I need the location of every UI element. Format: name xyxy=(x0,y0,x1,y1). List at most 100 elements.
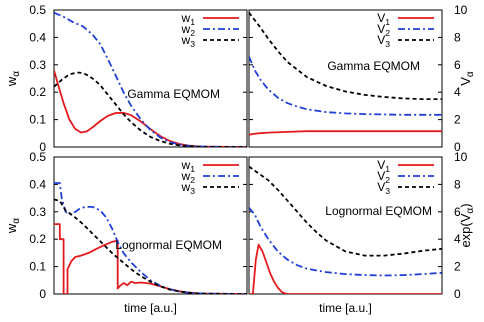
legend-label-w3: w3 xyxy=(181,180,196,196)
plot-frame xyxy=(53,9,248,148)
panel-annotation: Lognormal EQMOM xyxy=(115,238,222,252)
y-axis-label-base: exp(V xyxy=(458,213,473,247)
legend-label-V2-subscript: 2 xyxy=(385,28,390,38)
y-tick-label: 0.5 xyxy=(29,3,46,17)
legend-label-V3: V3 xyxy=(377,180,390,196)
legend-label-V2-base: V xyxy=(377,169,385,183)
series-lines xyxy=(54,11,247,147)
legend-label-V3-base: V xyxy=(377,33,385,47)
y-axis-label: wα xyxy=(4,71,22,87)
y-axis-label-subscript: α xyxy=(11,71,22,77)
legend-label-w1: w1 xyxy=(181,11,196,27)
legend-label-V1: V1 xyxy=(377,158,390,174)
y-axis-label-tail: ) xyxy=(458,203,473,207)
y-tick-label: 10 xyxy=(454,3,468,17)
series-line-w1 xyxy=(54,70,247,147)
legend-label-w2-subscript: 2 xyxy=(190,175,195,185)
legend-label-w1-subscript: 1 xyxy=(190,164,195,174)
legend-label-V3-base: V xyxy=(377,180,385,194)
legend-label-w2: w2 xyxy=(181,22,196,38)
plot-frame xyxy=(248,9,443,148)
y-tick-label: 4 xyxy=(454,232,461,246)
legend-label-V1-base: V xyxy=(377,158,385,172)
y-tick-label: 0.5 xyxy=(29,150,46,164)
y-tick-label: 0 xyxy=(454,140,461,154)
series-line-V1 xyxy=(249,243,442,294)
legend-label-w1-base: w xyxy=(181,11,191,25)
series-lines xyxy=(249,12,442,136)
y-tick-label: 2 xyxy=(454,260,461,274)
series-line-w1 xyxy=(54,223,247,294)
series-line-w2 xyxy=(54,182,247,294)
legend-label-V1-base: V xyxy=(377,11,385,25)
series-line-V3 xyxy=(249,12,442,100)
series-line-w3 xyxy=(54,71,247,147)
panel-annotation: Gamma EQMOM xyxy=(327,59,420,73)
y-tick-label: 8 xyxy=(454,30,461,44)
legend-label-V2-base: V xyxy=(377,22,385,36)
y-tick-label: 0.2 xyxy=(29,232,46,246)
legend-label-V1: V1 xyxy=(377,11,390,27)
y-tick-label: 8 xyxy=(454,177,461,191)
legend-label-w1: w1 xyxy=(181,158,196,174)
legend-label-w3-subscript: 3 xyxy=(190,39,195,49)
series-lines xyxy=(249,165,442,294)
x-axis-label: time [a.u.] xyxy=(319,301,372,315)
y-axis-label-base: V xyxy=(458,77,473,86)
y-tick-label: 6 xyxy=(454,205,461,219)
legend-label-w3-base: w xyxy=(181,33,191,47)
y-tick-label: 0 xyxy=(39,140,46,154)
y-tick-label: 0.1 xyxy=(29,260,46,274)
series-line-V2 xyxy=(249,56,442,116)
legend-label-w1-base: w xyxy=(181,158,191,172)
series-line-V2 xyxy=(249,207,442,277)
legend-label-w3: w3 xyxy=(181,33,196,49)
y-tick-label: 0.1 xyxy=(29,113,46,127)
legend-label-V3-subscript: 3 xyxy=(385,39,390,49)
x-axis-label: time [a.u.] xyxy=(124,301,177,315)
y-tick-label: 6 xyxy=(454,58,461,72)
y-axis-label: Vα xyxy=(458,71,476,86)
y-tick-label: 0.2 xyxy=(29,85,46,99)
y-axis-label-base: w xyxy=(4,76,19,87)
y-axis-label-subscript: α xyxy=(11,218,22,224)
series-line-w2 xyxy=(54,11,247,147)
y-tick-label: 0 xyxy=(39,287,46,301)
y-axis-label-base: w xyxy=(4,223,19,234)
plot-frame xyxy=(53,156,248,295)
y-tick-label: 0.3 xyxy=(29,205,46,219)
y-axis-label-subscript: α xyxy=(465,71,476,77)
legend-label-V1-subscript: 1 xyxy=(385,17,390,27)
legend-label-w1-subscript: 1 xyxy=(190,17,195,27)
y-axis-label: wα xyxy=(4,218,22,234)
legend-label-w2-base: w xyxy=(181,22,191,36)
legend-label-V3: V3 xyxy=(377,33,390,49)
legend-label-V1-subscript: 1 xyxy=(385,164,390,174)
panel-annotation: Lognormal EQMOM xyxy=(325,204,432,218)
legend-label-V3-subscript: 3 xyxy=(385,186,390,196)
series-line-V1 xyxy=(249,130,442,136)
legend-label-V2-subscript: 2 xyxy=(385,175,390,185)
y-tick-label: 0.3 xyxy=(29,58,46,72)
y-axis-label-subscript: α xyxy=(465,208,476,214)
legend-label-V2: V2 xyxy=(377,22,390,38)
legend-label-w3-base: w xyxy=(181,180,191,194)
y-tick-label: 0.4 xyxy=(29,30,46,44)
y-tick-label: 0 xyxy=(454,287,461,301)
series-line-V3 xyxy=(249,165,442,257)
legend-label-w3-subscript: 3 xyxy=(190,186,195,196)
y-tick-label: 10 xyxy=(454,150,468,164)
series-lines xyxy=(54,182,247,294)
legend-label-V2: V2 xyxy=(377,169,390,185)
y-tick-label: 2 xyxy=(454,113,461,127)
series-line-w3 xyxy=(54,198,247,294)
